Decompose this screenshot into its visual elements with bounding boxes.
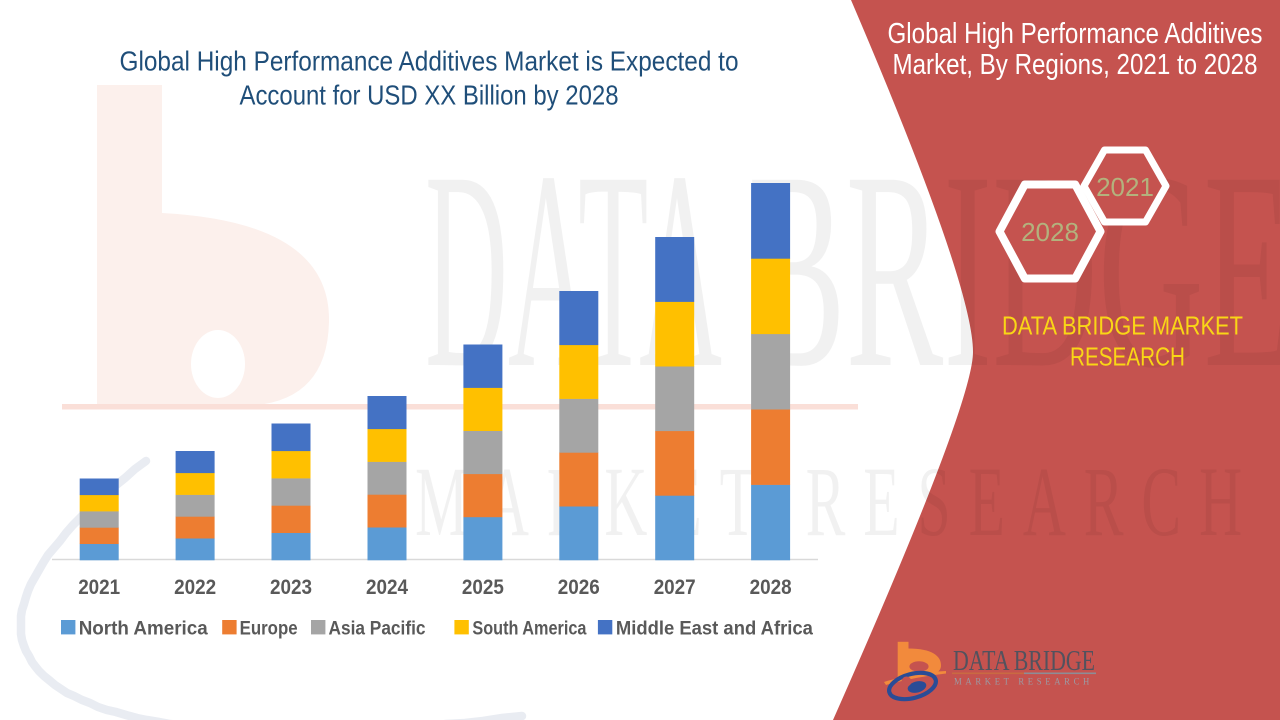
svg-text:2023: 2023 [270,575,312,599]
svg-text:2021: 2021 [78,575,120,599]
svg-text:RESEARCH: RESEARCH [1070,342,1185,372]
svg-text:Global High Performance Additi: Global High Performance Additives [888,18,1263,50]
svg-text:DATA BRIDGE: DATA BRIDGE [953,646,1095,677]
svg-text:North America: North America [79,618,208,640]
svg-text:Asia Pacific: Asia Pacific [329,618,426,640]
svg-text:Market, By Regions, 2021 to 20: Market, By Regions, 2021 to 2028 [893,49,1258,81]
svg-text:2024: 2024 [366,575,408,599]
svg-text:DATA BRIDGE MARKET: DATA BRIDGE MARKET [1002,311,1243,341]
svg-text:2028: 2028 [750,575,792,599]
svg-text:2021: 2021 [1096,172,1154,202]
svg-text:Europe: Europe [240,618,298,640]
svg-text:Global High Performance Additi: Global High Performance Additives Market… [120,46,739,77]
svg-text:2025: 2025 [462,575,504,599]
svg-text:MARKET RESEARCH: MARKET RESEARCH [954,678,1093,688]
svg-text:Middle East and Africa: Middle East and Africa [616,618,813,640]
svg-text:MARKET RESEARCH: MARKET RESEARCH [415,446,1260,557]
svg-text:2026: 2026 [558,575,600,599]
svg-text:2022: 2022 [174,575,216,599]
svg-text:2028: 2028 [1021,217,1079,247]
svg-text:2027: 2027 [654,575,696,599]
svg-text:Account for USD XX Billion by: Account for USD XX Billion by 2028 [240,80,619,111]
svg-text:South America: South America [472,618,586,640]
svg-text:BRIDGE: BRIDGE [748,114,1280,427]
